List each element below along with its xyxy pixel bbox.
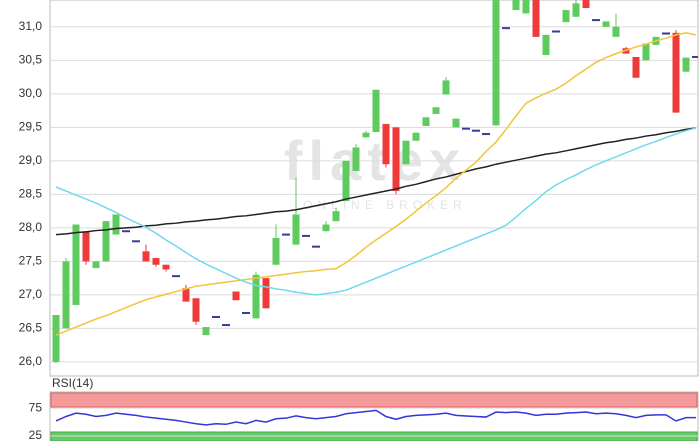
price-panel: [49, 0, 699, 377]
y-tick-label: 29,0: [19, 153, 43, 167]
candle-body: [362, 132, 370, 138]
candle-body: [82, 231, 90, 262]
candle-body: [342, 160, 350, 202]
candle-body: [452, 118, 460, 128]
y-tick-label: 27,5: [19, 254, 43, 268]
candle-body: [412, 132, 420, 141]
oversold-band: [50, 431, 698, 441]
candle-body: [292, 214, 300, 245]
candle-body: [532, 0, 540, 37]
candle-body: [52, 315, 60, 362]
candle-body: [112, 214, 120, 235]
candle-body: [422, 117, 430, 127]
line: [55, 32, 697, 336]
candle-body: [492, 0, 500, 126]
y-tick-label: 28,5: [19, 187, 43, 201]
candle-body: [252, 274, 260, 319]
watermark: flatex: [284, 129, 466, 192]
y-tick-label: 30,5: [19, 52, 43, 66]
candle-body: [162, 264, 170, 270]
y-tick-label: 25: [29, 428, 43, 441]
candle-body: [602, 21, 610, 27]
candle-body: [612, 26, 620, 37]
candle-body: [152, 258, 160, 265]
candle-body: [62, 261, 70, 329]
candle-body: [202, 327, 210, 336]
candle-body: [672, 32, 680, 113]
candle-body: [272, 237, 280, 265]
overbought-band: [50, 392, 698, 408]
candle-body: [432, 107, 440, 114]
line: [55, 127, 697, 296]
candle-body: [182, 288, 190, 302]
candle-body: [372, 89, 380, 133]
candle-body: [142, 251, 150, 262]
candle-body: [92, 261, 100, 269]
candle-body: [102, 221, 110, 262]
line: [55, 409, 696, 426]
candle-body: [632, 56, 640, 78]
y-tick-label: 29,5: [19, 120, 43, 134]
axis-labels: 26,0 26,5 27,0 27,5 28,0 28,5 29,0 29,5 30,0 30,5…: [19, 19, 43, 441]
candle-body: [72, 224, 80, 305]
candle-body: [352, 147, 360, 171]
y-tick-label: 27,0: [19, 287, 43, 301]
y-tick-label: 26,5: [19, 321, 43, 335]
candle-body: [542, 34, 550, 55]
candle-body: [192, 298, 200, 322]
candle-body: [402, 140, 410, 165]
watermark-subtitle: ONLINE BROKER: [303, 198, 467, 212]
rsi-title: RSI(14): [52, 376, 93, 390]
candle-body: [562, 10, 570, 23]
y-tick-label: 30,0: [19, 86, 43, 100]
candle-body: [322, 224, 330, 232]
y-tick-label: 75: [29, 400, 43, 414]
candle-body: [642, 43, 650, 61]
candle-body: [392, 127, 400, 192]
y-tick-label: 28,0: [19, 220, 43, 234]
candle-body: [512, 0, 520, 11]
candle-body: [572, 3, 580, 17]
candle-body: [262, 278, 270, 309]
line: [55, 127, 697, 236]
rsi-plot: [50, 407, 698, 437]
y-tick-label: 26,0: [19, 354, 43, 368]
candle-body: [682, 57, 690, 72]
candle-body: [332, 211, 340, 222]
y-tick-label: 31,0: [19, 19, 43, 33]
price-plot: [50, 0, 698, 364]
candle-body: [232, 291, 240, 301]
candle-body: [382, 123, 390, 165]
candle-body: [522, 0, 530, 14]
candle-body: [582, 0, 590, 9]
candle-body: [442, 80, 450, 95]
